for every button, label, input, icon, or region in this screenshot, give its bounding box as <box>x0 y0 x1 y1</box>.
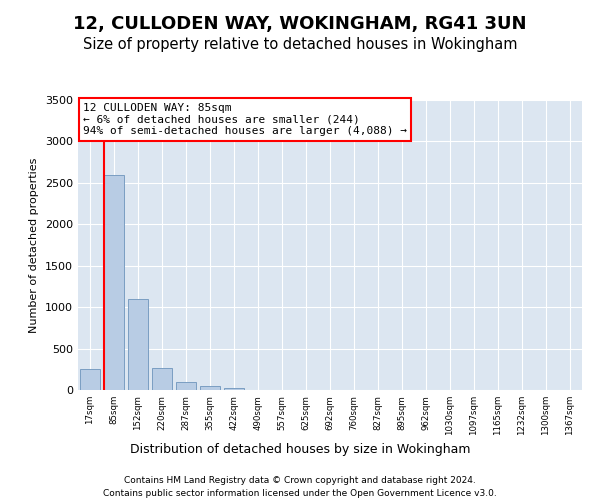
Text: Contains public sector information licensed under the Open Government Licence v3: Contains public sector information licen… <box>103 489 497 498</box>
Y-axis label: Number of detached properties: Number of detached properties <box>29 158 40 332</box>
Bar <box>104 174 124 390</box>
Bar <box>224 388 244 390</box>
Bar <box>80 370 100 390</box>
Bar <box>152 368 172 390</box>
Text: Size of property relative to detached houses in Wokingham: Size of property relative to detached ho… <box>83 38 517 52</box>
Text: Contains HM Land Registry data © Crown copyright and database right 2024.: Contains HM Land Registry data © Crown c… <box>124 476 476 485</box>
Text: Distribution of detached houses by size in Wokingham: Distribution of detached houses by size … <box>130 442 470 456</box>
Bar <box>200 386 220 390</box>
Bar <box>128 299 148 390</box>
Bar <box>176 382 196 390</box>
Text: 12 CULLODEN WAY: 85sqm
← 6% of detached houses are smaller (244)
94% of semi-det: 12 CULLODEN WAY: 85sqm ← 6% of detached … <box>83 103 407 136</box>
Text: 12, CULLODEN WAY, WOKINGHAM, RG41 3UN: 12, CULLODEN WAY, WOKINGHAM, RG41 3UN <box>73 15 527 33</box>
